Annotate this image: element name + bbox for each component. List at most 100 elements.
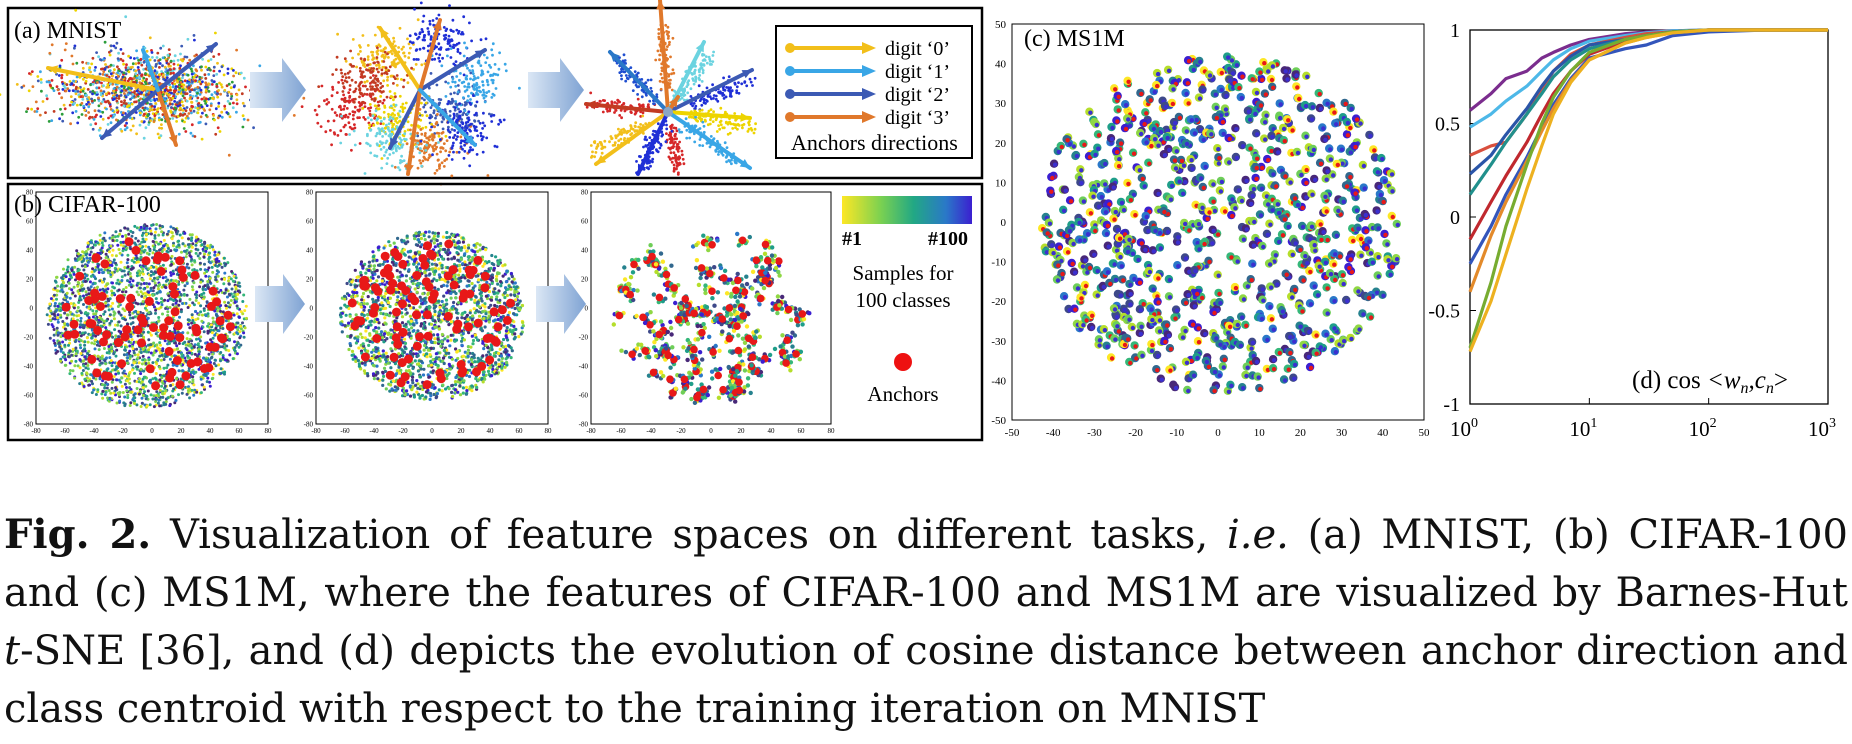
x-tick-label: 0	[430, 427, 434, 435]
anchor-point	[87, 354, 97, 364]
colorbar-min-label: #1	[842, 228, 862, 250]
y-tick-label: 20	[306, 276, 314, 284]
y-tick-label: -0.5	[1428, 301, 1460, 323]
anchor-point	[493, 322, 503, 332]
x-tick-label: 80	[828, 427, 836, 435]
anchor-point	[798, 310, 807, 318]
y-tick-label: 80	[581, 189, 589, 197]
anchor-point	[125, 302, 135, 312]
anchor-point	[733, 322, 741, 331]
y-tick-label: 0	[1450, 207, 1460, 229]
anchor-point	[392, 307, 401, 317]
anchor-point	[412, 341, 422, 351]
anchor-point	[681, 295, 690, 303]
anchor-point	[407, 292, 417, 302]
anchor-point	[156, 266, 166, 276]
anchor-point	[412, 271, 422, 280]
colorbar-max-label: #100	[928, 228, 968, 250]
anchor-point	[664, 351, 672, 360]
anchor-point	[165, 373, 175, 383]
anchor-point	[714, 371, 722, 380]
anchor-point	[424, 282, 434, 292]
anchor-point	[91, 253, 101, 263]
x-tick-label: 40	[1377, 427, 1389, 439]
anchor-point	[449, 280, 459, 290]
x-tick-label: -60	[340, 427, 350, 435]
x-tick-label: -60	[60, 427, 70, 435]
transition-arrow-icon	[255, 274, 305, 334]
x-tick-label: 80	[545, 427, 553, 435]
anchor-point	[190, 270, 200, 280]
anchor-point	[448, 265, 458, 275]
anchor-point	[628, 350, 636, 359]
y-tick-label: -80	[304, 421, 314, 429]
anchor-legend: digit ‘0’digit ‘1’digit ‘2’digit ‘3’	[785, 38, 950, 129]
anchor-point	[464, 265, 474, 275]
y-tick-label: 60	[306, 218, 314, 226]
anchors-text: Anchors	[867, 382, 938, 406]
anchor-point	[422, 380, 432, 390]
anchor-point	[792, 350, 800, 358]
y-tick-label: -50	[991, 415, 1006, 427]
legend-entry-label: digit ‘3’	[885, 107, 950, 129]
x-tick-label: -80	[586, 427, 596, 435]
anchor-point	[99, 337, 108, 347]
x-tick-label: 0	[1215, 427, 1221, 439]
y-tick-label: -30	[991, 336, 1006, 348]
y-tick-label: 60	[26, 218, 34, 226]
y-tick-label: -1	[1443, 394, 1460, 416]
series-line	[1468, 28, 1828, 353]
anchor-point	[739, 312, 748, 320]
anchor-point	[122, 325, 132, 335]
anchor-point	[456, 360, 466, 369]
cifar-tsne-plot-final: -80 -60 -40 -20 0 20 40 60 80 80 60 40 20 0 -20 -40 -60 -…	[579, 189, 835, 436]
x-tick-label: 20	[738, 427, 746, 435]
anchor-point	[93, 325, 103, 335]
anchor-point	[144, 296, 154, 306]
x-tick-label: -50	[1005, 427, 1020, 439]
anchor-point	[137, 313, 147, 323]
legend-title: Anchors directions	[791, 130, 958, 155]
anchor-point	[217, 333, 226, 343]
x-tick-label: 40	[487, 427, 495, 435]
anchor-point	[782, 359, 790, 367]
panel-b-label: (b) CIFAR-100	[14, 192, 161, 218]
anchor-point	[641, 347, 649, 355]
x-tick-label: 40	[768, 427, 776, 435]
anchor-point	[117, 359, 127, 369]
anchor-point	[137, 338, 146, 348]
y-tick-label: 60	[581, 218, 589, 226]
y-tick-label: -80	[24, 421, 34, 429]
anchor-point	[210, 342, 220, 352]
anchor-point	[178, 272, 188, 282]
anchor-point	[719, 385, 727, 394]
x-tick-label: 10	[1254, 427, 1266, 439]
anchor-point	[199, 364, 209, 373]
legend-entry-label: digit ‘2’	[885, 84, 950, 106]
anchor-point	[170, 307, 180, 317]
x-tick-label: 0	[150, 427, 154, 435]
anchor-point	[90, 294, 99, 304]
anchor-point	[223, 310, 233, 320]
x-tick-label: 80	[265, 427, 273, 435]
anchor-point	[690, 345, 698, 354]
anchor-point	[177, 265, 187, 275]
anchor-point	[398, 327, 408, 337]
anchor-point	[775, 257, 783, 265]
x-tick-label: 100	[1450, 416, 1478, 441]
anchor-point	[698, 328, 706, 337]
anchor-point	[670, 284, 678, 292]
y-tick-label: -60	[579, 392, 589, 400]
anchor-point	[170, 289, 179, 299]
anchor-point	[412, 310, 422, 320]
anchor-point	[97, 291, 107, 301]
anchor-point	[761, 240, 770, 249]
anchor-point	[212, 297, 222, 307]
anchor-point	[756, 294, 765, 303]
anchor-point	[697, 264, 706, 272]
anchor-point	[401, 286, 411, 296]
anchor-point	[398, 299, 407, 309]
anchor-point	[173, 321, 183, 331]
anchor-point	[193, 357, 202, 367]
x-tick-label: 102	[1689, 416, 1717, 441]
